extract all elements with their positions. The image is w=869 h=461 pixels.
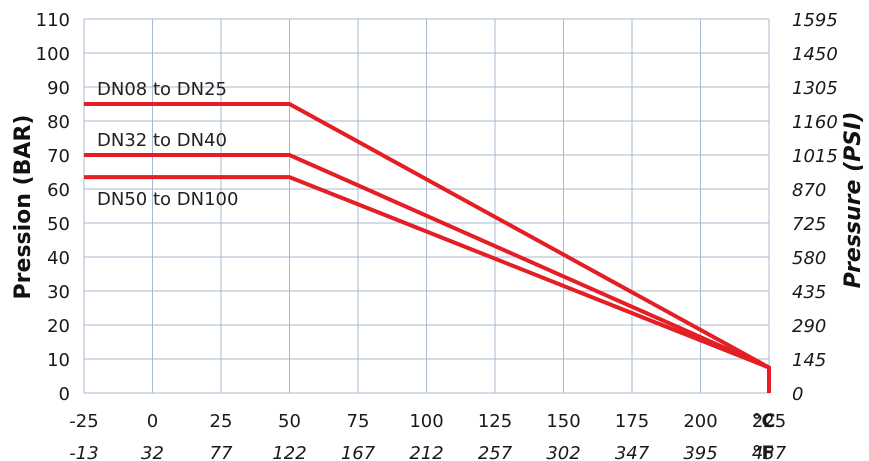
series-label-2: DN32 to DN40 [97, 130, 227, 151]
x-tick-label-celsius: 175 [615, 411, 649, 432]
y-tick-label: 60 [47, 180, 70, 201]
y-axis-ticks-bar: 0 10 20 30 40 50 60 70 80 90 100 110 [36, 10, 70, 405]
y-tick-label: 90 [47, 78, 70, 99]
y-axis-title-right: Pressure (PSI) [841, 112, 866, 289]
x-unit-celsius: °C [752, 410, 775, 432]
x-tick-label-celsius: 100 [409, 411, 443, 432]
x-tick-label-celsius: 75 [347, 411, 370, 432]
y-axis-title-left: Pression (BAR) [11, 115, 36, 300]
y-tick-label: 20 [47, 316, 70, 337]
series-line-1 [84, 102, 771, 393]
series-label-3: DN50 to DN100 [97, 189, 238, 210]
y-tick-label: 50 [47, 214, 70, 235]
x-tick-label-celsius: 150 [546, 411, 580, 432]
series-label-1: DN08 to DN25 [97, 79, 227, 100]
x-tick-label-fahrenheit: 437 [752, 443, 787, 461]
y2-tick-label: 725 [792, 214, 826, 235]
x-unit-fahrenheit: °F [752, 442, 774, 461]
x-tick-label-fahrenheit: 395 [683, 443, 717, 461]
y2-tick-label: 1305 [792, 78, 838, 99]
x-tick-label-celsius: 50 [278, 411, 301, 432]
x-tick-label-celsius: -25 [69, 411, 98, 432]
grid [83, 18, 770, 394]
x-tick-label-celsius: 0 [147, 411, 158, 432]
y2-tick-label: 435 [792, 282, 826, 303]
y2-tick-label: 870 [792, 180, 826, 201]
x-axis-ticks-fahrenheit: -13 32 77 122 167 212 257 302 347 395 437 [69, 443, 786, 461]
x-tick-label-fahrenheit: 122 [272, 443, 306, 461]
x-tick-label-fahrenheit: 257 [478, 443, 513, 461]
y-tick-label: 0 [59, 384, 70, 405]
y-tick-label: 10 [47, 350, 70, 371]
x-tick-label-fahrenheit: 77 [210, 443, 233, 461]
y-axis-ticks-psi: 0 145 290 435 580 725 870 1015 1160 1305 1450 1595 [792, 10, 838, 405]
y2-tick-label: 580 [792, 248, 826, 269]
y2-tick-label: 1160 [792, 112, 838, 133]
y2-tick-label: 0 [792, 384, 803, 405]
y2-tick-label: 1595 [792, 10, 838, 31]
x-tick-label-celsius: 25 [210, 411, 233, 432]
x-tick-label-fahrenheit: 32 [141, 443, 164, 461]
x-tick-label-fahrenheit: 347 [615, 443, 650, 461]
y-tick-label: 30 [47, 282, 70, 303]
x-tick-label-fahrenheit: -13 [69, 443, 98, 461]
y2-tick-label: 1015 [792, 146, 838, 167]
y-tick-label: 40 [47, 248, 70, 269]
x-tick-label-celsius: 200 [683, 411, 717, 432]
series-line-2 [84, 153, 770, 370]
series-line-3 [84, 175, 770, 370]
y-tick-label: 70 [47, 146, 70, 167]
y-tick-label: 80 [47, 112, 70, 133]
y2-tick-label: 145 [792, 350, 826, 371]
y2-tick-label: 1450 [792, 44, 838, 65]
x-tick-label-fahrenheit: 302 [546, 443, 580, 461]
x-tick-label-fahrenheit: 212 [409, 443, 443, 461]
x-tick-label-fahrenheit: 167 [341, 443, 376, 461]
x-tick-label-celsius: 125 [478, 411, 512, 432]
y-tick-label: 110 [36, 10, 70, 31]
x-tick-label-celsius: 225 [752, 411, 786, 432]
y-tick-label: 100 [36, 44, 70, 65]
series-lines [84, 102, 771, 393]
x-axis-ticks-celsius: -25 0 25 50 75 100 125 150 175 200 225 [69, 411, 786, 432]
series-labels: DN08 to DN25 DN32 to DN40 DN50 to DN100 [97, 79, 238, 210]
y2-tick-label: 290 [792, 316, 826, 337]
